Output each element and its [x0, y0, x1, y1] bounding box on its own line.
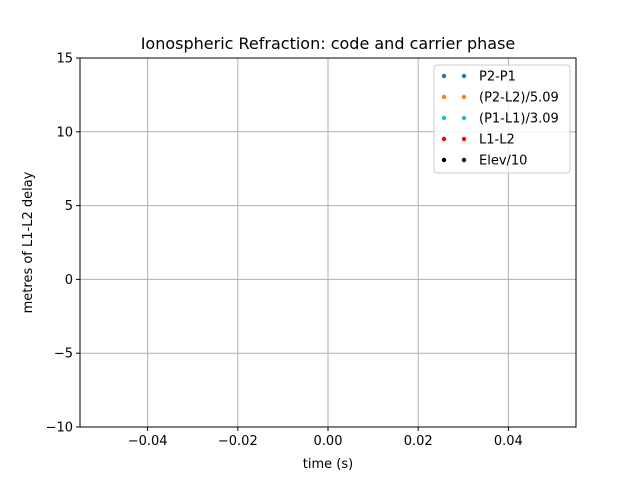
- axis-ticks: −0.04 −0.02 0.00 0.02 0.04 −10 −5 0 5 10 15: [46, 52, 523, 450]
- y-tick-label: 15: [56, 52, 73, 67]
- legend-box: [433, 64, 571, 174]
- legend-label: (P1-L1)/3.09: [479, 112, 559, 127]
- y-tick-label: −10: [46, 421, 73, 436]
- legend-marker: [461, 115, 467, 121]
- legend-entry: Elev/10: [441, 154, 527, 169]
- x-tick-label: 0.02: [404, 434, 433, 449]
- x-tick-label: 0.04: [494, 434, 523, 449]
- legend-marker: [461, 157, 467, 163]
- x-tick-label: 0.00: [314, 434, 343, 449]
- chart-title: Ionospheric Refraction: code and carrier…: [141, 34, 516, 53]
- y-tick-label: 5: [65, 199, 73, 214]
- y-tick-label: 0: [65, 273, 73, 288]
- legend-marker: [441, 94, 447, 100]
- legend-marker: [461, 73, 467, 79]
- legend-entry: (P2-L2)/5.09: [441, 91, 559, 106]
- legend-entry: L1-L2: [441, 133, 515, 148]
- legend-marker: [461, 94, 467, 100]
- x-tick-label: −0.04: [128, 434, 168, 449]
- legend: P2-P1 (P2-L2)/5.09 (P1-L1)/3.09 L1-L2 Elev/1…: [433, 64, 571, 174]
- legend-entry: P2-P1: [441, 70, 516, 85]
- legend-marker: [441, 73, 447, 79]
- legend-label: (P2-L2)/5.09: [479, 91, 559, 106]
- legend-marker: [461, 136, 467, 142]
- legend-marker: [441, 115, 447, 121]
- legend-marker: [441, 136, 447, 142]
- legend-label: Elev/10: [479, 154, 527, 169]
- y-tick-label: −5: [54, 347, 73, 362]
- y-axis-title: metres of L1-L2 delay: [21, 171, 36, 313]
- x-tick-label: −0.02: [218, 434, 258, 449]
- y-tick-label: 10: [56, 125, 73, 140]
- x-axis-title: time (s): [303, 457, 353, 472]
- legend-marker: [441, 157, 447, 163]
- legend-entry: (P1-L1)/3.09: [441, 112, 559, 127]
- legend-label: P2-P1: [479, 70, 516, 85]
- legend-label: L1-L2: [479, 133, 515, 148]
